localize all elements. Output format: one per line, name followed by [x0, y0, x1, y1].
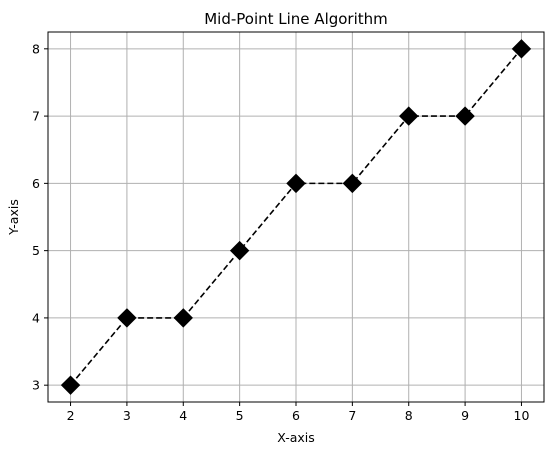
data-point-marker — [173, 308, 193, 328]
y-tick-label: 8 — [32, 41, 40, 56]
data-point-marker — [117, 308, 137, 328]
data-point-marker — [455, 106, 475, 126]
x-tick-label: 10 — [514, 408, 530, 423]
data-point-marker — [511, 39, 532, 59]
y-axis-ticks: 3 4 5 6 7 8 — [32, 41, 48, 393]
chart-title: Mid-Point Line Algorithm — [204, 10, 388, 28]
grid — [48, 32, 544, 402]
data-point-marker — [399, 106, 419, 126]
x-tick-label: 4 — [179, 408, 187, 423]
y-tick-label: 4 — [32, 310, 40, 325]
x-tick-label: 6 — [292, 408, 300, 423]
data-point-marker — [286, 173, 306, 194]
x-tick-label: 8 — [405, 408, 413, 423]
y-tick-label: 3 — [32, 378, 40, 393]
y-tick-label: 6 — [32, 176, 40, 191]
x-tick-label: 7 — [348, 408, 356, 423]
y-tick-label: 5 — [32, 243, 40, 258]
data-point-marker — [342, 173, 363, 194]
data-markers — [60, 39, 532, 395]
x-axis-label: X-axis — [277, 430, 315, 445]
y-tick-label: 7 — [32, 109, 40, 124]
data-point-marker — [60, 375, 81, 395]
x-tick-label: 5 — [236, 408, 244, 423]
x-tick-label: 3 — [123, 408, 131, 423]
data-point-marker — [229, 240, 250, 261]
x-tick-label: 2 — [67, 408, 75, 423]
x-axis-ticks: 2 3 4 5 6 7 8 9 10 — [67, 402, 530, 423]
y-axis-label: Y-axis — [6, 199, 21, 236]
x-tick-label: 9 — [461, 408, 469, 423]
